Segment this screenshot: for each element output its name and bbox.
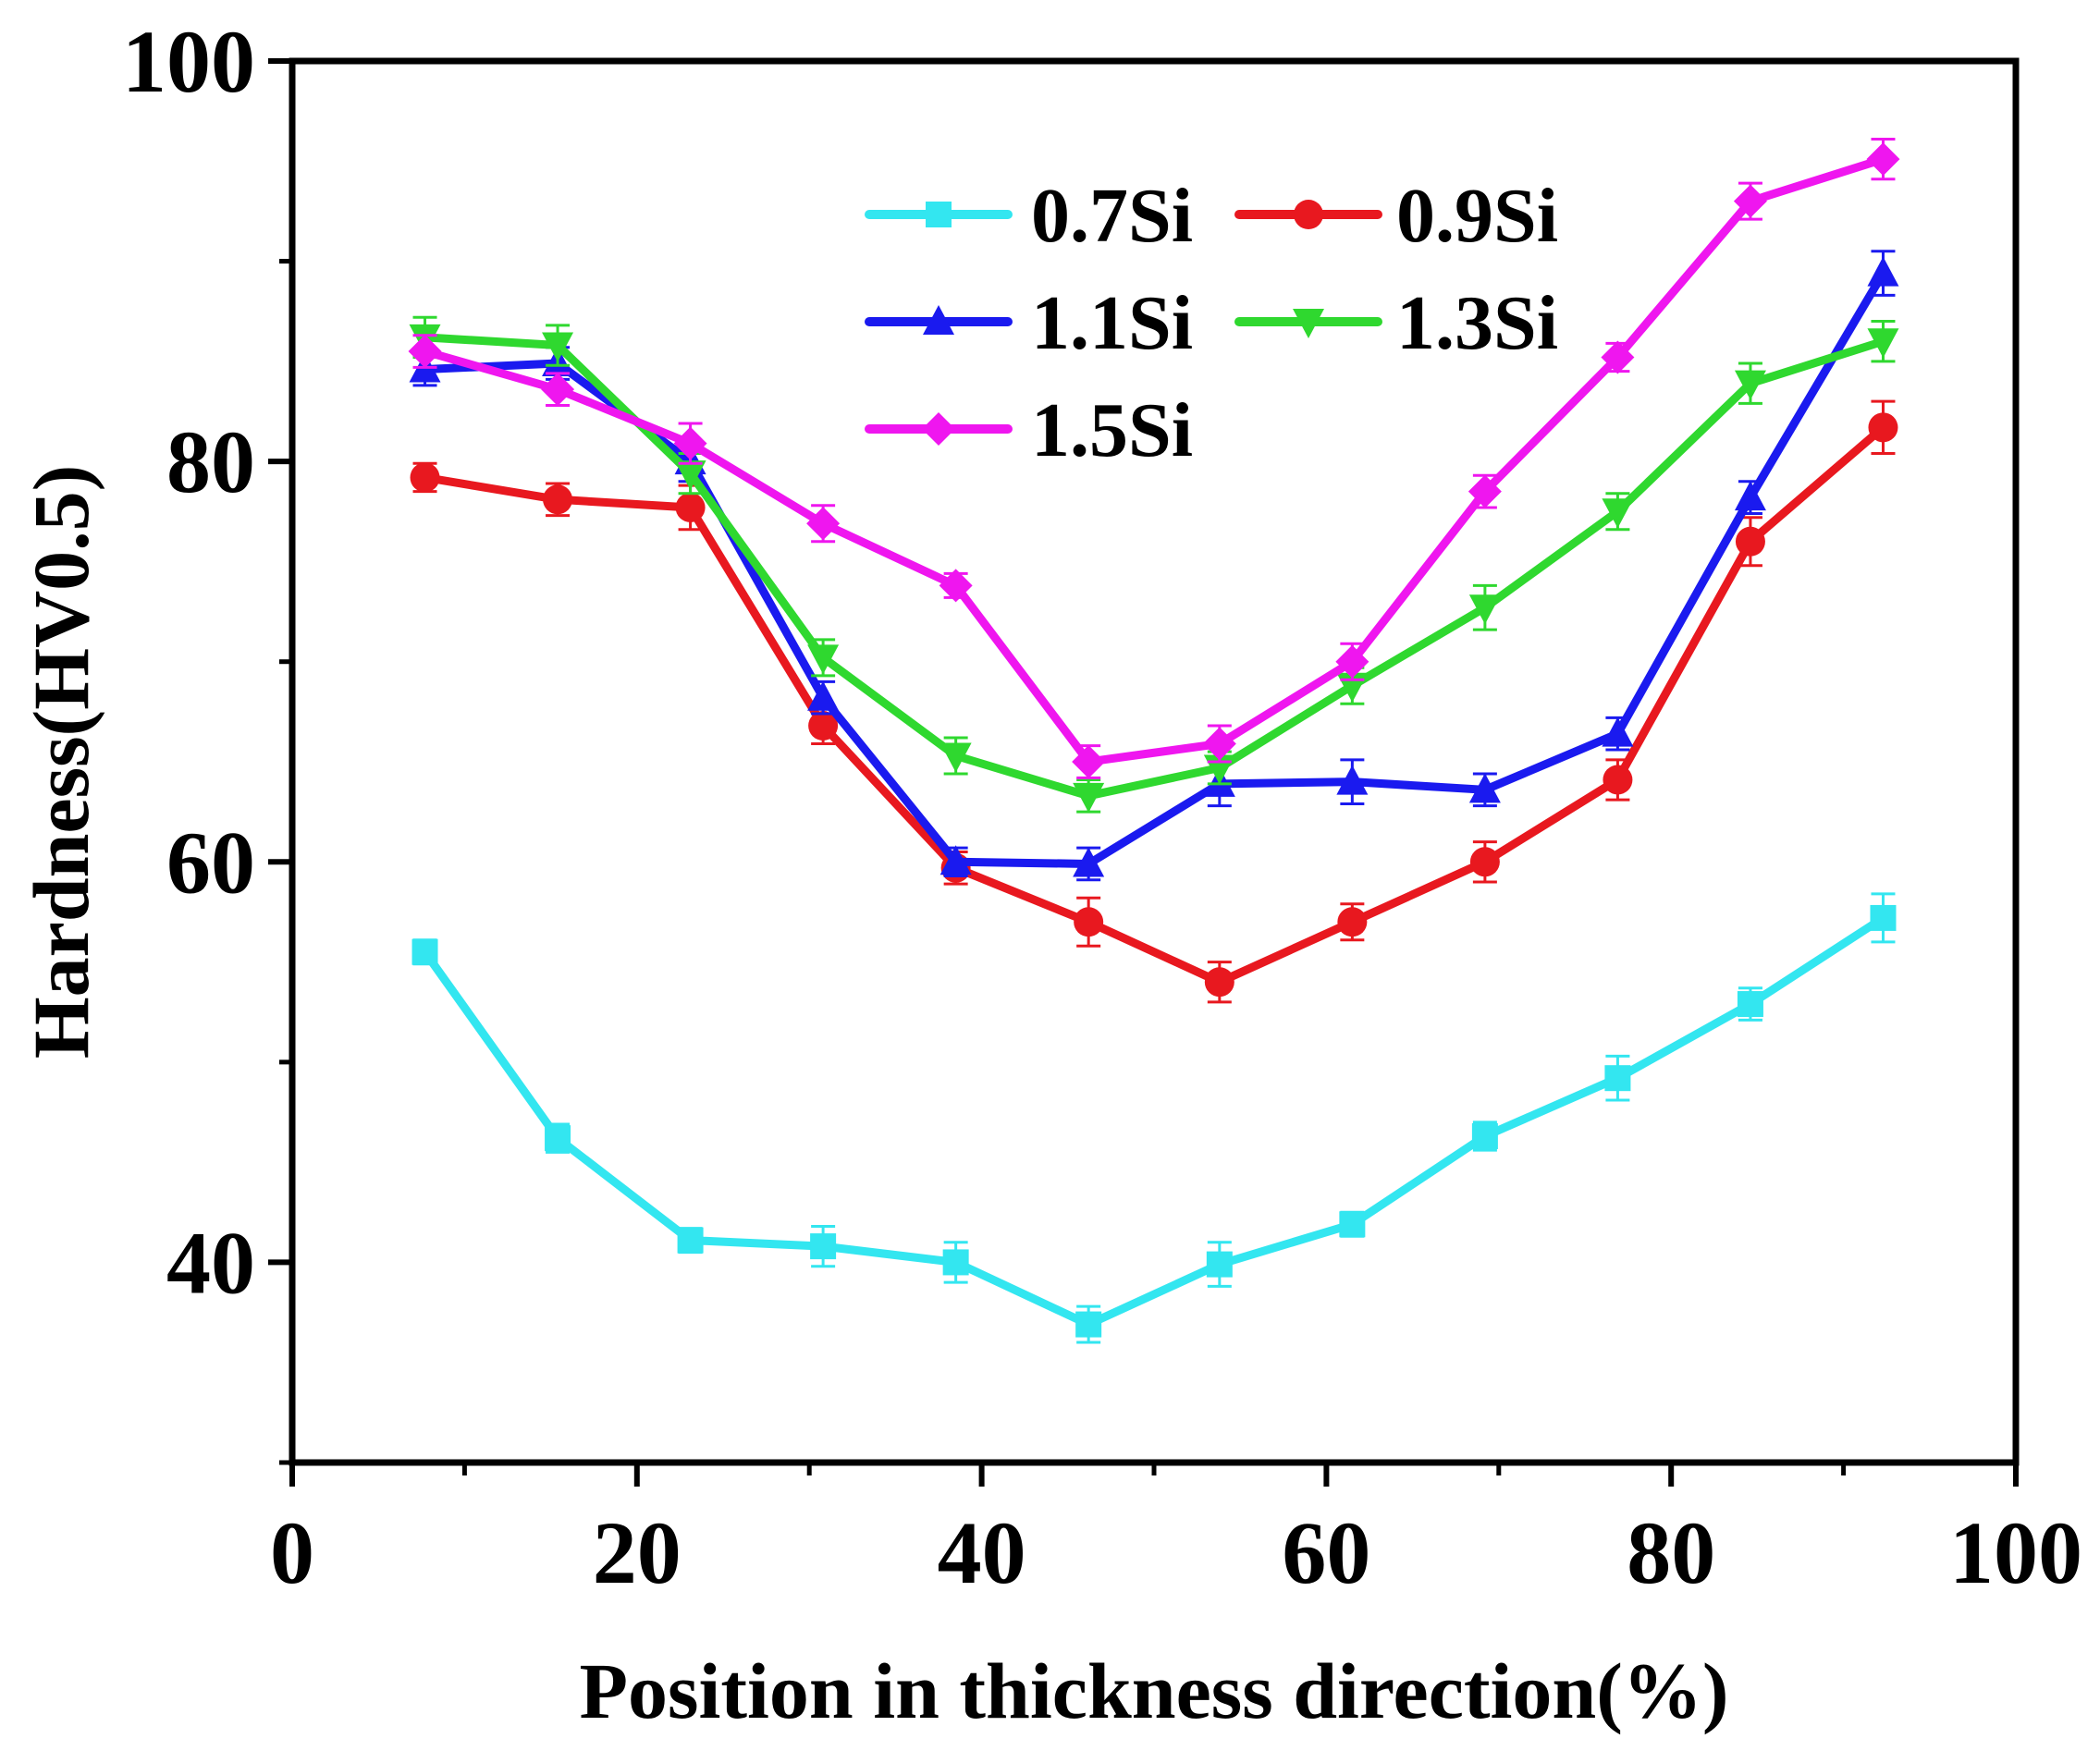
marker-triangle-up [923, 305, 954, 335]
marker-triangle-down [807, 644, 840, 675]
legend-label: 1.3Si [1396, 280, 1558, 366]
marker-square [1339, 1211, 1366, 1238]
legend-label: 0.7Si [1031, 173, 1193, 259]
x-tick-label: 60 [1282, 1503, 1370, 1602]
marker-circle [808, 711, 839, 741]
marker-triangle-up [1734, 481, 1766, 511]
marker-square [810, 1233, 837, 1260]
marker-circle [410, 462, 440, 493]
x-axis-title: Position in thickness direction(%) [579, 1647, 1728, 1735]
marker-circle [675, 492, 706, 522]
marker-triangle-up [1468, 773, 1501, 803]
legend-label: 0.9Si [1396, 173, 1558, 259]
x-tick-label: 40 [938, 1503, 1026, 1602]
series-line [421, 154, 1887, 766]
marker-square [942, 1249, 969, 1276]
legend-label: 1.5Si [1031, 387, 1193, 473]
y-tick-label: 40 [166, 1213, 255, 1312]
marker-square [1737, 991, 1763, 1018]
series-line [421, 422, 1887, 986]
y-tick-label: 100 [122, 12, 255, 111]
marker-triangle-up [1867, 256, 1899, 287]
y-tick-label: 80 [166, 412, 255, 511]
y-tick-label: 60 [166, 813, 255, 912]
marker-triangle-up [1073, 847, 1105, 877]
legend-item: 1.1Si [865, 280, 1193, 366]
marker-diamond [408, 335, 442, 369]
marker-square [1471, 1122, 1498, 1149]
marker-triangle-down [1734, 370, 1766, 400]
plot-border [289, 57, 2020, 1466]
marker-diamond [922, 412, 955, 446]
x-tick-label: 80 [1627, 1503, 1715, 1602]
marker-triangle-down [1073, 782, 1105, 813]
marker-square [1075, 1311, 1102, 1338]
series-0.9Si [410, 399, 1898, 1004]
marker-diamond [673, 426, 707, 460]
series-layer [408, 137, 1900, 1344]
marker-square [1604, 1065, 1631, 1092]
legend-item: 0.9Si [1234, 173, 1558, 259]
marker-square [411, 938, 438, 965]
marker-diamond [1733, 184, 1767, 218]
marker-diamond [939, 569, 973, 603]
x-tick-label: 0 [270, 1503, 314, 1602]
series-line [421, 333, 1887, 801]
marker-triangle-up [939, 845, 972, 875]
marker-circle [1294, 200, 1323, 229]
marker-triangle-down [1602, 498, 1634, 529]
marker-triangle-down [939, 742, 972, 773]
legend-item: 1.3Si [1234, 280, 1558, 366]
marker-triangle-down [1468, 594, 1501, 625]
series-0.7Si [411, 892, 1897, 1344]
marker-diamond [806, 507, 841, 541]
marker-square [677, 1227, 704, 1254]
marker-circle [1337, 907, 1368, 937]
legend-item: 1.5Si [865, 387, 1193, 473]
marker-triangle-up [1336, 765, 1369, 795]
marker-circle [1603, 765, 1633, 795]
legend-item: 0.7Si [865, 173, 1193, 259]
x-tick-label: 20 [593, 1503, 682, 1602]
x-tick-label: 100 [1949, 1503, 2082, 1602]
series-1.1Si [409, 250, 1899, 882]
marker-triangle-up [1602, 716, 1634, 747]
marker-diamond [1866, 142, 1900, 177]
marker-square [1206, 1251, 1233, 1278]
marker-circle [543, 484, 573, 515]
marker-circle [1074, 907, 1104, 937]
marker-diamond [541, 373, 575, 407]
marker-diamond [1072, 745, 1106, 778]
marker-circle [1204, 967, 1234, 998]
marker-square [545, 1125, 571, 1152]
marker-diamond [1601, 340, 1635, 374]
series-line [421, 913, 1887, 1329]
marker-diamond [1335, 644, 1369, 679]
marker-triangle-down [1293, 309, 1324, 338]
marker-triangle-down [1867, 328, 1899, 359]
marker-circle [1469, 847, 1500, 877]
axes: 0 20 40 60 80 100 40 60 80 100 [122, 12, 2082, 1602]
series-line [421, 269, 1887, 868]
marker-diamond [1468, 474, 1502, 508]
legend-label: 1.1Si [1031, 280, 1193, 366]
marker-triangle-down [542, 332, 574, 362]
marker-circle [1735, 526, 1765, 557]
y-axis-title: Hardness(HV0.5) [17, 465, 105, 1059]
marker-triangle-up [807, 680, 840, 711]
plot-frame [289, 57, 2020, 1466]
series-1.5Si [408, 137, 1900, 779]
marker-triangle-down [674, 460, 706, 491]
marker-diamond [1202, 727, 1236, 761]
marker-square [1870, 904, 1897, 931]
marker-square [926, 202, 952, 227]
legend: 0.7Si 0.9Si 1.1Si 1.3Si 1.5Si [865, 173, 1558, 473]
marker-circle [1868, 412, 1898, 443]
